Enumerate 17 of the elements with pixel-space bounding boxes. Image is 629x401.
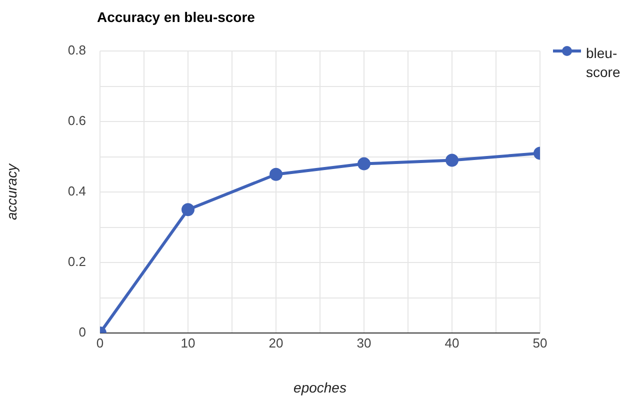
chart-title: Accuracy en bleu-score: [97, 9, 255, 25]
y-tick-label: 0.6: [68, 113, 86, 128]
x-tick-label: 0: [96, 335, 104, 350]
x-tick-label: 40: [444, 335, 460, 350]
x-tick-label: 50: [532, 335, 548, 350]
x-tick-label: 20: [268, 335, 284, 350]
legend-label: bleu-score: [586, 44, 622, 82]
point: [270, 168, 282, 181]
y-tick-label: 0.8: [68, 42, 86, 58]
x-tick-label: 30: [356, 335, 372, 350]
y-axis-title: accuracy: [3, 162, 20, 220]
x-axis-title: epoches: [294, 379, 346, 396]
point: [358, 157, 370, 170]
y-tick-label: 0.4: [68, 184, 86, 199]
y-tick-label: 0: [78, 324, 86, 340]
x-tick-label: 10: [180, 335, 196, 350]
y-tick-label: 0.2: [68, 254, 86, 270]
